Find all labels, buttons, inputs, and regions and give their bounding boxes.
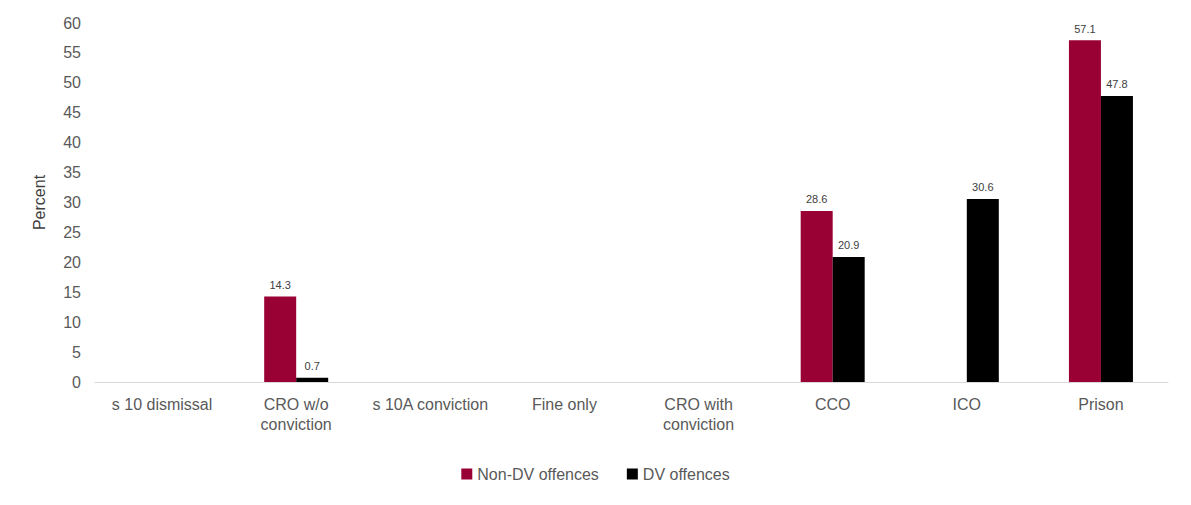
svg-text:CRO w/o: CRO w/o <box>264 396 329 413</box>
svg-text:35: 35 <box>63 164 81 181</box>
svg-text:s 10 dismissal: s 10 dismissal <box>112 396 212 413</box>
svg-text:45: 45 <box>63 104 81 121</box>
svg-text:25: 25 <box>63 224 81 241</box>
svg-text:55: 55 <box>63 44 81 61</box>
svg-text:DV offences: DV offences <box>643 466 730 483</box>
svg-text:57.1: 57.1 <box>1074 23 1095 35</box>
svg-text:s 10A conviction: s 10A conviction <box>373 396 489 413</box>
svg-text:Non-DV offences: Non-DV offences <box>477 466 599 483</box>
svg-text:30.6: 30.6 <box>972 181 993 193</box>
svg-text:60: 60 <box>63 15 81 32</box>
svg-text:conviction: conviction <box>261 416 332 433</box>
svg-text:Fine only: Fine only <box>532 396 597 413</box>
svg-text:0: 0 <box>72 374 81 391</box>
svg-text:20: 20 <box>63 254 81 271</box>
svg-text:50: 50 <box>63 74 81 91</box>
svg-text:Prison: Prison <box>1078 396 1123 413</box>
svg-text:CRO with: CRO with <box>664 396 732 413</box>
svg-text:40: 40 <box>63 134 81 151</box>
svg-text:ICO: ICO <box>953 396 981 413</box>
svg-text:14.3: 14.3 <box>269 279 290 291</box>
svg-text:28.6: 28.6 <box>806 193 827 205</box>
svg-text:CCO: CCO <box>815 396 851 413</box>
svg-text:15: 15 <box>63 284 81 301</box>
svg-text:47.8: 47.8 <box>1106 78 1127 90</box>
svg-text:Percent: Percent <box>31 174 48 230</box>
svg-text:conviction: conviction <box>663 416 734 433</box>
svg-text:20.9: 20.9 <box>838 239 859 251</box>
svg-text:10: 10 <box>63 314 81 331</box>
svg-text:5: 5 <box>72 344 81 361</box>
svg-text:30: 30 <box>63 194 81 211</box>
svg-text:0.7: 0.7 <box>305 360 320 372</box>
